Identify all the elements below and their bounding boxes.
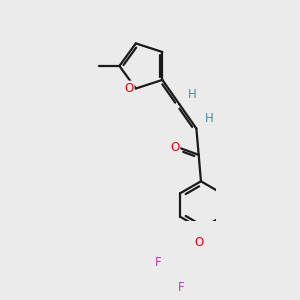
Text: F: F — [178, 281, 184, 294]
Text: O: O — [124, 82, 134, 94]
Text: O: O — [170, 141, 179, 154]
Text: F: F — [154, 256, 161, 269]
Text: H: H — [205, 112, 214, 125]
Text: O: O — [194, 236, 204, 249]
Text: H: H — [188, 88, 197, 101]
